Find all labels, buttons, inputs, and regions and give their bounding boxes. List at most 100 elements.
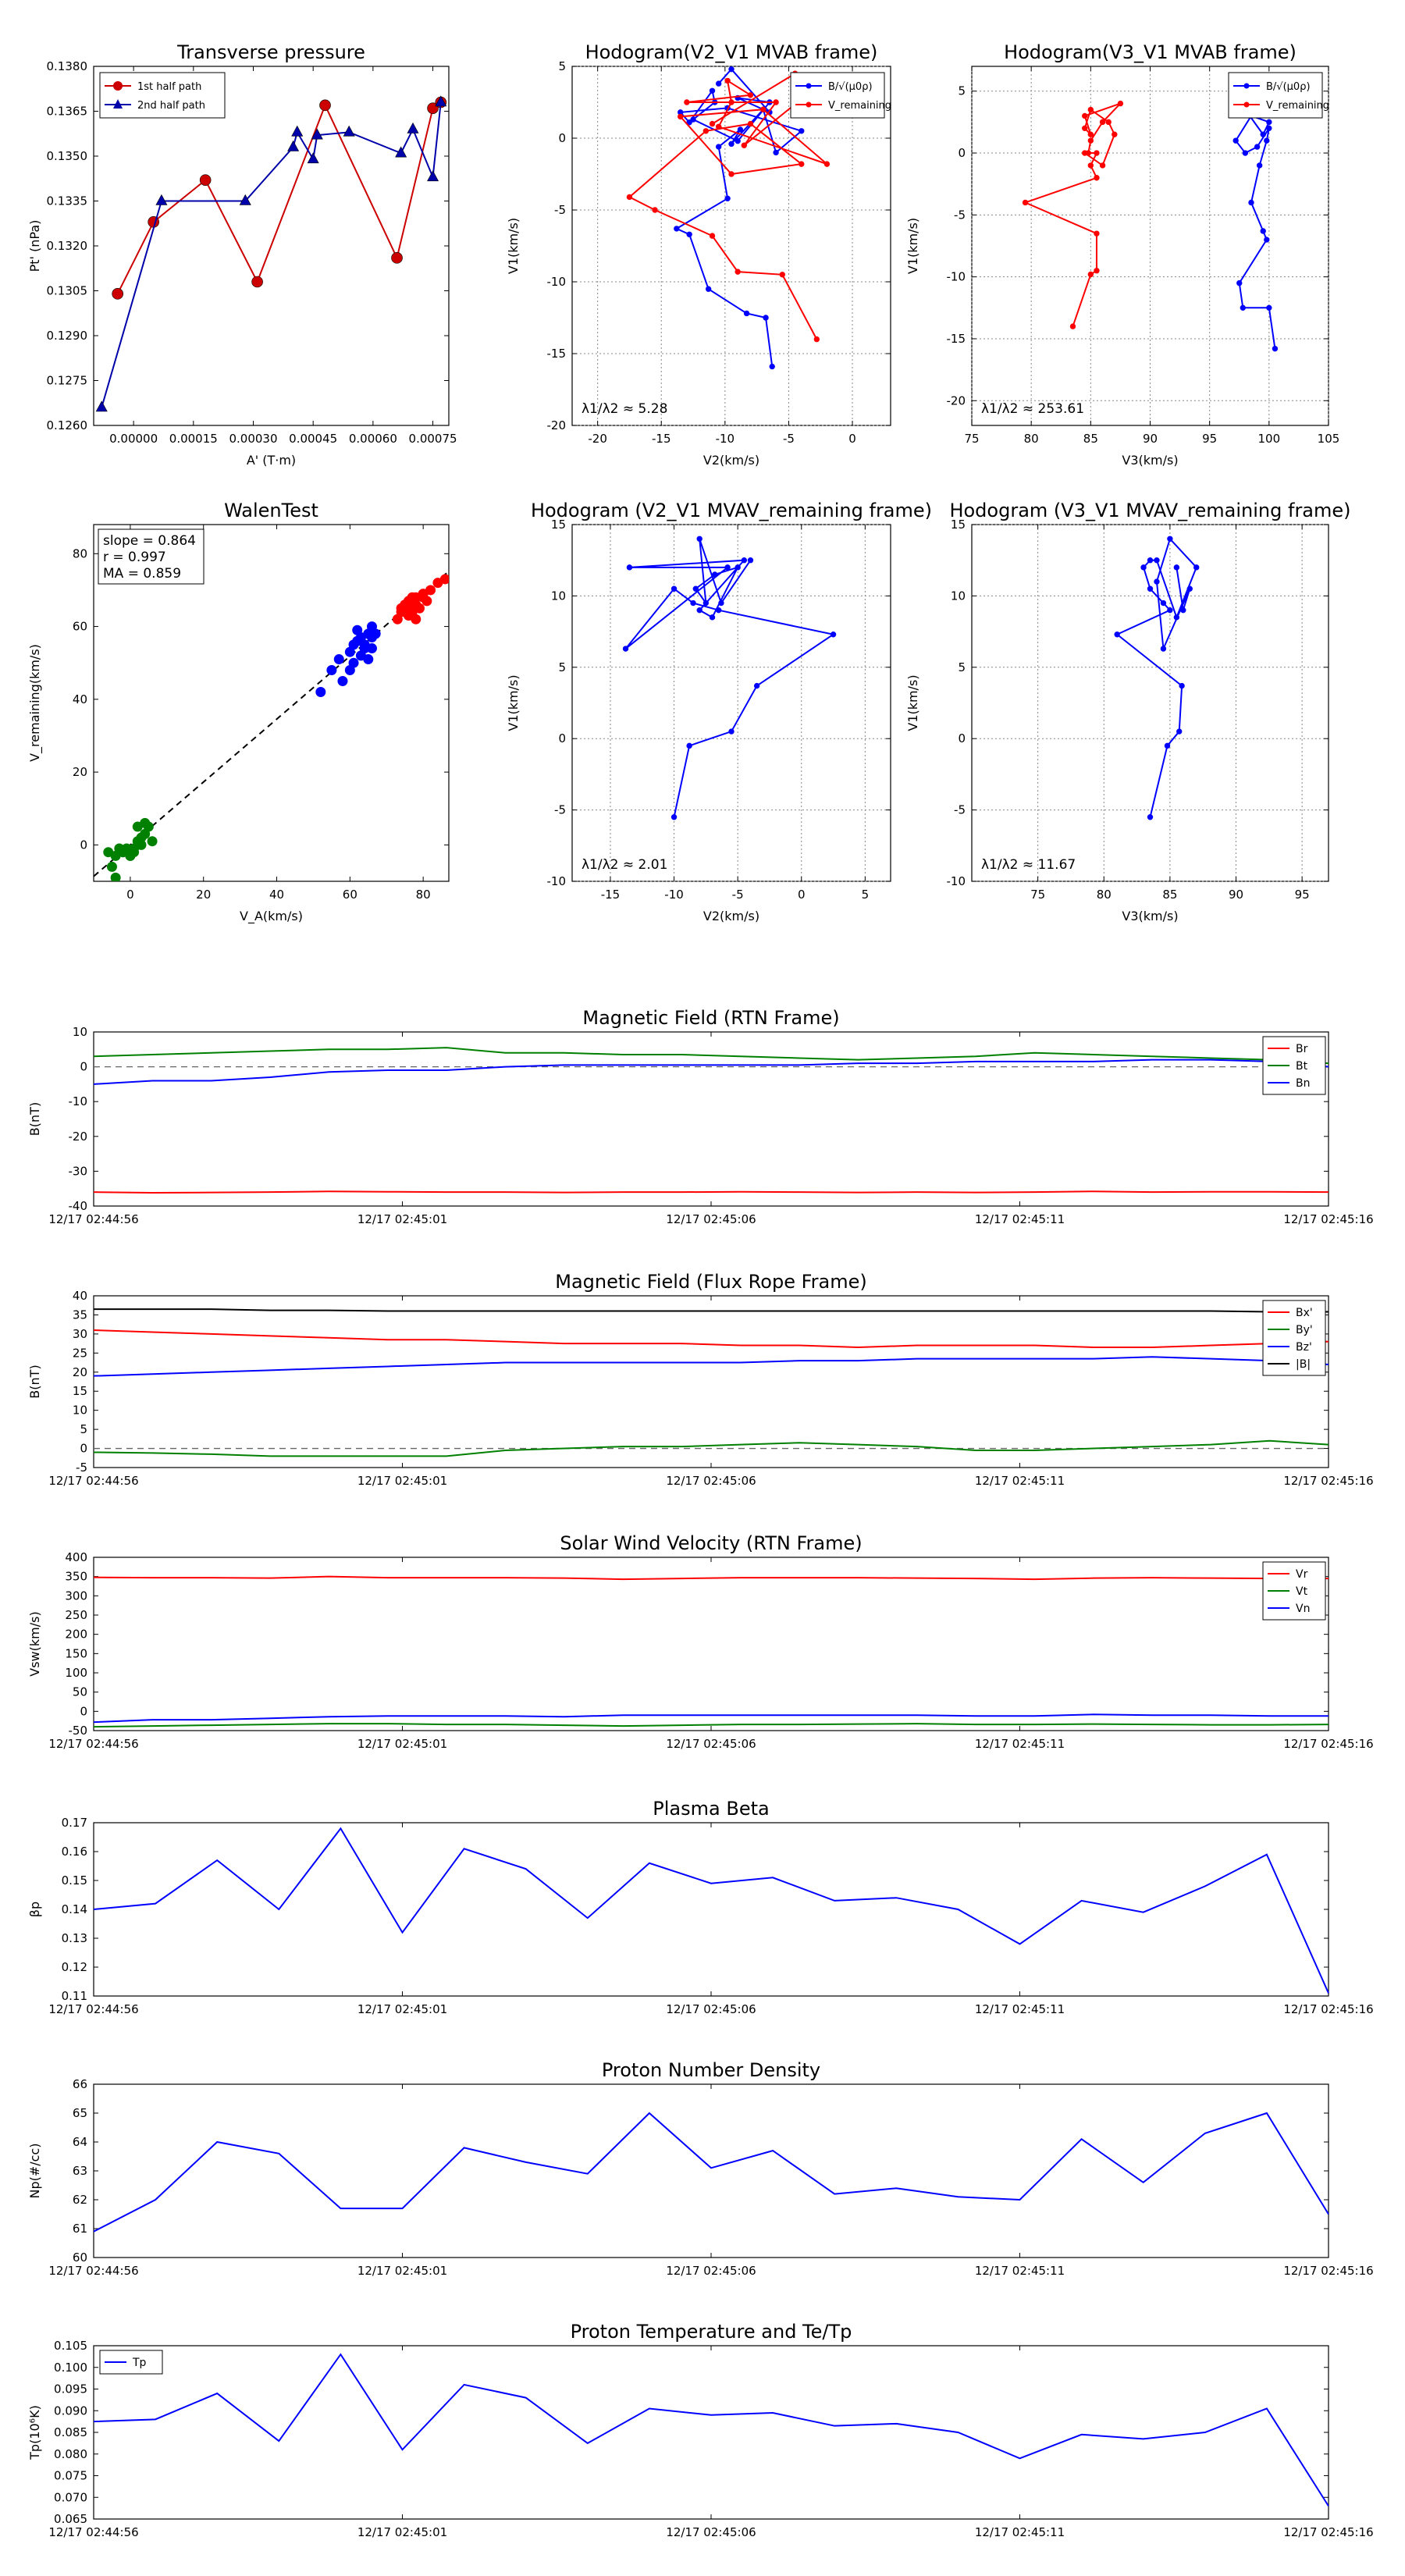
hodo2-point	[1082, 125, 1088, 132]
density-yticklabel: 61	[73, 2222, 87, 2236]
hodo2-xlabel: V3(km/s)	[1122, 453, 1178, 468]
magFR-frame	[93, 1295, 1329, 1468]
walen-point	[333, 654, 344, 665]
hodo2-yticklabel: -15	[947, 332, 966, 346]
hodo3-xticklabel: -5	[732, 888, 744, 902]
hodo2-legend	[1228, 72, 1323, 119]
hodo4-frame	[971, 524, 1329, 882]
transverse-series-line	[101, 101, 442, 408]
hodo1-yticklabel: -10	[547, 275, 567, 289]
magRTN-frame	[93, 1031, 1329, 1207]
walen-point	[352, 624, 363, 635]
vsw-yticklabel: 300	[65, 1589, 87, 1603]
chart-hodo2: Hodogram(V3_V1 MVAB frame) V3(km/s) V1(km/…	[905, 41, 1339, 468]
chart-magRTN: Magnetic Field (RTN Frame) B(nT) -40 -30 -20…	[27, 1007, 1374, 1226]
walen-xticklabel: 40	[269, 888, 284, 902]
hodo1-point	[690, 116, 696, 123]
chart-temp: Proton Temperature and Te/Tp Tp(10⁶K) 0.06…	[27, 2321, 1374, 2539]
walen-point	[110, 872, 121, 881]
density-xticklabel: 12/17 02:45:01	[357, 2264, 447, 2278]
hodo1-point	[715, 123, 722, 130]
hodo4-yticklabel: 5	[958, 660, 966, 674]
magFR-legend-label: Bx'	[1296, 1307, 1313, 1319]
hodo3-point	[753, 682, 760, 689]
hodo2-title: Hodogram(V3_V1 MVAB frame)	[1004, 41, 1297, 63]
hodo3-point	[696, 535, 702, 542]
walen-point	[125, 850, 136, 861]
magFR-yticklabel: 15	[73, 1384, 87, 1398]
hodo2-point	[1087, 162, 1094, 169]
hodo1-point	[747, 92, 754, 98]
walen-frame	[93, 524, 450, 882]
hodo2-point	[1264, 137, 1270, 144]
hodo3-xticklabel: 0	[798, 888, 806, 902]
hodo2-point	[1022, 199, 1029, 206]
transverse-point	[343, 125, 355, 137]
vsw-yticklabel: 150	[65, 1646, 87, 1660]
hodo2-point	[1105, 119, 1112, 126]
hodo2-point	[1260, 228, 1266, 234]
beta-yticklabel: 0.14	[62, 1902, 87, 1916]
beta-yticklabel: 0.17	[62, 1816, 87, 1830]
magRTN-xticklabel: 12/17 02:45:16	[1283, 1212, 1373, 1226]
vsw-xticklabel: 12/17 02:45:16	[1283, 1737, 1373, 1751]
hodo2-point	[1242, 150, 1249, 156]
beta-xticklabel: 12/17 02:45:11	[975, 2002, 1065, 2016]
hodo2-point	[1272, 345, 1279, 352]
magFR-xticklabel: 12/17 02:45:06	[666, 1474, 756, 1488]
hodo4-title: Hodogram (V3_V1 MVAV_remaining frame)	[949, 500, 1350, 521]
hodo2-point	[1264, 237, 1270, 243]
hodo1-point	[813, 336, 820, 343]
walen-point	[140, 817, 151, 828]
magRTN-legend-label: Br	[1296, 1043, 1308, 1055]
magFR-yticklabel: 0	[80, 1442, 87, 1456]
magFR-yticklabel: 30	[73, 1327, 87, 1341]
hodo3-yticklabel: 0	[558, 731, 566, 745]
hodo1-xticklabel: -10	[716, 432, 735, 446]
walen-xticklabel: 60	[343, 888, 357, 902]
hodo4-plot-area	[1114, 535, 1200, 820]
magRTN-xticklabel: 12/17 02:45:06	[666, 1212, 756, 1226]
magFR-title: Magnetic Field (Flux Rope Frame)	[555, 1271, 866, 1293]
hodo2-yticklabel: -5	[954, 208, 966, 222]
hodo1-point	[724, 195, 731, 201]
hodo1-point	[715, 80, 722, 87]
hodo4-yticklabel: 0	[958, 731, 966, 745]
vsw-series-line	[93, 1713, 1329, 1724]
temp-yticklabel: 0.100	[54, 2361, 87, 2375]
hodo2-legend-marker	[1243, 101, 1250, 108]
hodo3-point	[830, 632, 837, 638]
hodo1-legend	[790, 72, 885, 119]
hodo3-point	[747, 557, 754, 564]
hodo4-point	[1164, 742, 1171, 749]
transverse-legend-label: 1st half path	[137, 81, 201, 93]
hodo2-point	[1087, 137, 1094, 144]
beta-yticklabel: 0.11	[62, 1989, 87, 2003]
magFR-xticklabel: 12/17 02:45:11	[975, 1474, 1065, 1488]
hodo1-point	[773, 99, 779, 105]
hodo1-point	[652, 207, 658, 213]
hodo1-point	[763, 315, 769, 321]
hodo2-point	[1266, 125, 1272, 132]
hodo1-point	[735, 137, 741, 144]
walen-point	[366, 643, 377, 654]
density-yticklabel: 60	[73, 2250, 87, 2265]
walen-xticklabel: 20	[196, 888, 211, 902]
chart-hodo4: Hodogram (V3_V1 MVAV_remaining frame) V3(…	[905, 500, 1351, 923]
hodo4-yticklabel: 10	[951, 589, 966, 603]
vsw-legend-label: Vr	[1296, 1568, 1308, 1581]
transverse-point	[239, 194, 251, 205]
hodo2-point	[1094, 150, 1100, 156]
transverse-legend-marker	[113, 81, 123, 91]
density-yticklabel: 65	[73, 2106, 87, 2120]
hodo1-point	[686, 119, 692, 126]
hodo1-yticklabel: 0	[558, 131, 566, 145]
hodo1-point	[728, 66, 735, 73]
temp-yticklabel: 0.065	[54, 2512, 87, 2526]
magFR-yticklabel: 10	[73, 1404, 87, 1418]
magFR-yticklabel: 25	[73, 1346, 87, 1360]
beta-xticklabel: 12/17 02:45:01	[357, 2002, 447, 2016]
beta-title: Plasma Beta	[653, 1798, 769, 1820]
density-xticklabel: 12/17 02:45:06	[666, 2264, 756, 2278]
